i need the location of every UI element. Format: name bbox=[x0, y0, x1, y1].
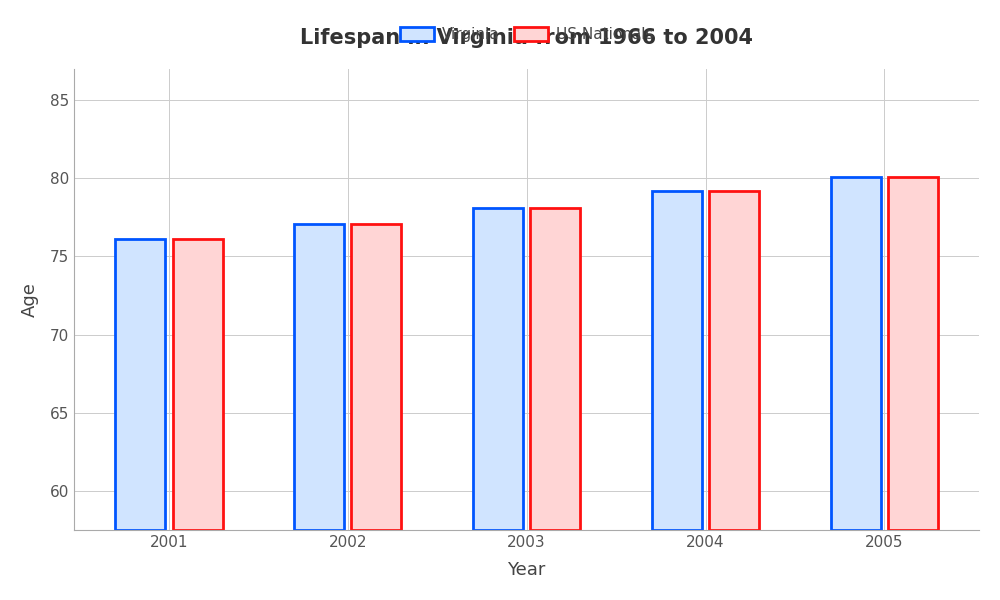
Bar bbox=[115, 239, 165, 530]
Bar bbox=[473, 208, 523, 530]
Bar bbox=[831, 176, 881, 530]
Y-axis label: Age: Age bbox=[21, 282, 39, 317]
Bar bbox=[351, 224, 401, 530]
Bar bbox=[294, 224, 344, 530]
Bar bbox=[652, 191, 702, 530]
Bar bbox=[530, 208, 580, 530]
Bar bbox=[709, 191, 759, 530]
X-axis label: Year: Year bbox=[507, 561, 546, 579]
Bar bbox=[888, 176, 938, 530]
Title: Lifespan in Virginia from 1966 to 2004: Lifespan in Virginia from 1966 to 2004 bbox=[300, 28, 753, 47]
Legend: Virginia, US Nationals: Virginia, US Nationals bbox=[394, 21, 659, 48]
Bar bbox=[173, 239, 223, 530]
